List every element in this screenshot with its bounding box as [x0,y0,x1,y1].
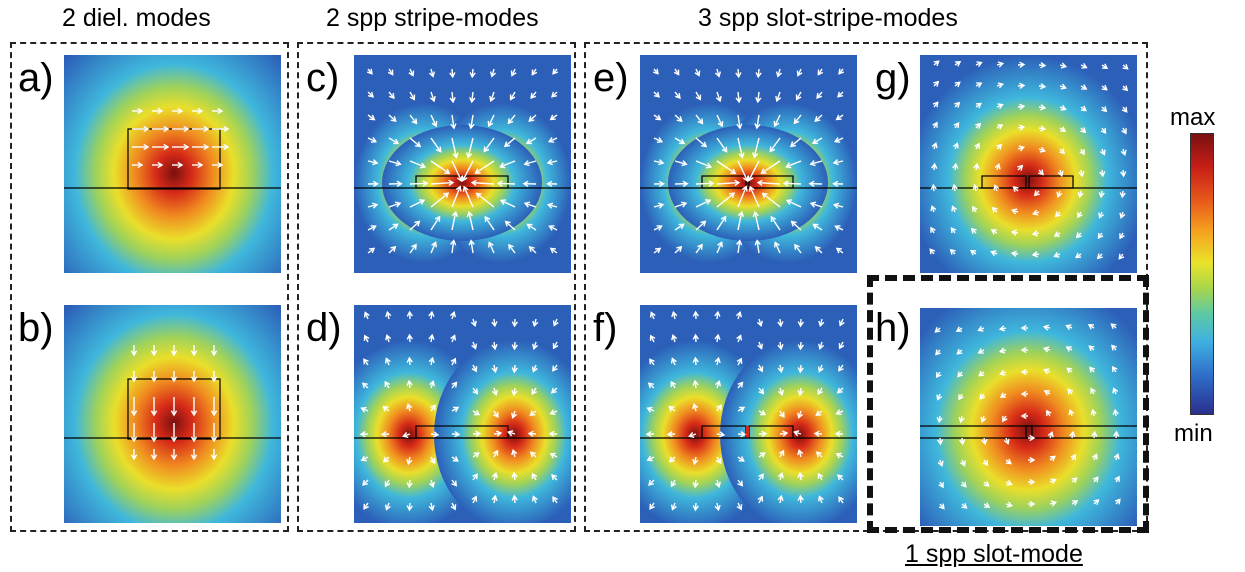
field-map-f [640,305,857,523]
panel-b [64,305,281,523]
field-map-g [920,55,1137,273]
panel-label-c: c) [306,56,340,100]
panel-label-e: e) [593,56,629,100]
group-dielectric-box [10,42,289,532]
field-map-e [640,55,857,273]
field-map-c [354,55,571,273]
panel-a [64,55,281,273]
heading-slot-mode: 1 spp slot-mode [905,540,1083,568]
field-map-d [354,305,571,523]
heading-stripe-modes: 2 spp stripe-modes [326,4,539,32]
field-map-a [64,55,281,273]
field-map-h [920,308,1137,526]
panel-label-a: a) [18,56,54,100]
panel-g [920,55,1137,273]
panel-c [354,55,571,273]
panel-label-b: b) [18,306,54,350]
heading-dielectric-modes: 2 diel. modes [62,4,211,32]
group-stripe-box [297,42,576,532]
panel-e [640,55,857,273]
colorbar-min-label: min [1174,420,1213,447]
group-slot-box [867,275,1149,533]
panel-label-f: f) [593,306,618,350]
panel-h [920,308,1137,526]
panel-f [640,305,857,523]
panel-d [354,305,571,523]
panel-label-g: g) [875,56,911,100]
field-map-b [64,305,281,523]
colorbar-max-label: max [1170,104,1216,131]
colorbar [1190,133,1214,415]
panel-label-h: h) [875,306,911,350]
heading-slot-stripe-modes: 3 spp slot-stripe-modes [698,4,958,32]
panel-label-d: d) [306,306,342,350]
